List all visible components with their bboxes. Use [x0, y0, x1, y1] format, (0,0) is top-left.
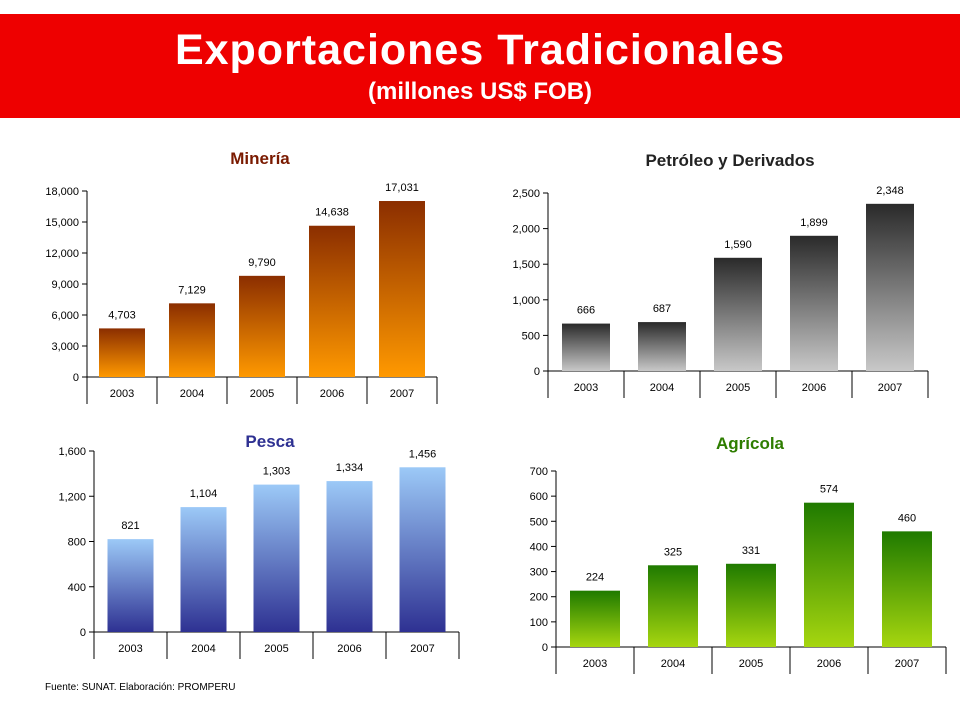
chart-title-pesca: Pesca: [245, 432, 295, 451]
x-tick-label-2005: 2005: [264, 643, 288, 655]
x-tick-label-2007: 2007: [390, 388, 414, 400]
data-label-2005: 331: [742, 545, 760, 557]
bar-2004: [180, 507, 227, 632]
bar-2006: [804, 502, 854, 647]
data-label-2007: 17,031: [385, 182, 419, 194]
x-tick-label-2007: 2007: [895, 658, 919, 670]
y-tick-label: 2,000: [512, 224, 540, 236]
x-tick-label-2004: 2004: [191, 643, 215, 655]
bar-2007: [399, 467, 446, 632]
y-tick-label: 1,600: [58, 446, 86, 458]
x-tick-label-2003: 2003: [118, 643, 142, 655]
bar-2006: [790, 235, 838, 371]
source-note: Fuente: SUNAT. Elaboración: PROMPERU: [45, 682, 236, 693]
y-tick-label: 200: [530, 592, 548, 604]
y-tick-label: 800: [68, 537, 86, 549]
y-tick-label: 700: [530, 466, 548, 478]
x-tick-label-2004: 2004: [650, 382, 674, 394]
y-tick-label: 600: [530, 491, 548, 503]
bar-2003: [570, 590, 620, 647]
x-tick-label-2007: 2007: [410, 643, 434, 655]
y-tick-label: 0: [73, 372, 79, 384]
bar-2006: [326, 481, 373, 632]
y-tick-label: 0: [542, 642, 548, 654]
data-label-2003: 4,703: [108, 309, 136, 321]
x-tick-label-2003: 2003: [583, 658, 607, 670]
y-tick-label: 1,000: [512, 295, 540, 307]
chart-title-agricola: Agrícola: [715, 434, 785, 453]
data-label-2004: 1,104: [190, 488, 218, 500]
bar-2004: [169, 303, 215, 377]
chart-title-mineria: Minería: [230, 149, 290, 168]
data-label-2004: 687: [653, 303, 671, 315]
bar-2003: [107, 539, 154, 632]
x-tick-label-2003: 2003: [574, 382, 598, 394]
bar-2007: [379, 201, 425, 377]
y-tick-label: 500: [522, 330, 540, 342]
data-label-2003: 666: [577, 305, 595, 317]
y-tick-label: 18,000: [45, 186, 79, 198]
data-label-2003: 224: [586, 572, 604, 584]
bar-2005: [253, 484, 300, 632]
bar-2003: [99, 328, 145, 377]
y-tick-label: 400: [530, 541, 548, 553]
y-tick-label: 0: [534, 366, 540, 378]
x-tick-label-2007: 2007: [878, 382, 902, 394]
y-tick-label: 1,200: [58, 491, 86, 503]
y-tick-label: 0: [80, 627, 86, 639]
data-label-2007: 2,348: [876, 185, 904, 197]
x-tick-label-2006: 2006: [337, 643, 361, 655]
data-label-2005: 1,303: [263, 466, 291, 478]
data-label-2004: 7,129: [178, 284, 206, 296]
bar-2004: [648, 565, 698, 647]
data-label-2007: 460: [898, 512, 916, 524]
y-tick-label: 12,000: [45, 248, 79, 260]
bar-2005: [726, 563, 776, 647]
data-label-2006: 14,638: [315, 207, 349, 219]
bar-2005: [239, 275, 285, 377]
data-label-2007: 1,456: [409, 448, 437, 460]
x-tick-label-2004: 2004: [661, 658, 685, 670]
data-label-2006: 1,899: [800, 217, 828, 229]
page-title: Exportaciones Tradicionales: [174, 26, 786, 74]
y-tick-label: 6,000: [51, 310, 79, 322]
y-tick-label: 9,000: [51, 279, 79, 291]
y-tick-label: 1,500: [512, 259, 540, 271]
data-label-2005: 1,590: [724, 239, 752, 251]
data-label-2004: 325: [664, 546, 682, 558]
chart-title-petroleo: Petróleo y Derivados: [645, 151, 815, 170]
page-subtitle: (millones US$ FOB): [367, 78, 593, 105]
x-tick-label-2006: 2006: [320, 388, 344, 400]
data-label-2006: 574: [820, 484, 838, 496]
x-tick-label-2005: 2005: [250, 388, 274, 400]
bar-2004: [638, 322, 686, 371]
data-label-2005: 9,790: [248, 257, 276, 269]
bar-2005: [714, 257, 762, 371]
y-tick-label: 2,500: [512, 188, 540, 200]
bar-2003: [562, 323, 610, 371]
x-tick-label-2006: 2006: [817, 658, 841, 670]
y-tick-label: 400: [68, 582, 86, 594]
y-tick-label: 300: [530, 567, 548, 579]
data-label-2003: 821: [121, 520, 139, 532]
title-banner: [0, 14, 960, 118]
x-tick-label-2005: 2005: [739, 658, 763, 670]
bar-2007: [882, 531, 932, 647]
x-tick-label-2005: 2005: [726, 382, 750, 394]
y-tick-label: 15,000: [45, 217, 79, 229]
data-label-2006: 1,334: [336, 462, 364, 474]
x-tick-label-2004: 2004: [180, 388, 204, 400]
bar-2007: [866, 203, 914, 371]
x-tick-label-2006: 2006: [802, 382, 826, 394]
y-tick-label: 100: [530, 617, 548, 629]
y-tick-label: 500: [530, 516, 548, 528]
y-tick-label: 3,000: [51, 341, 79, 353]
x-tick-label-2003: 2003: [110, 388, 134, 400]
bar-2006: [309, 225, 355, 377]
